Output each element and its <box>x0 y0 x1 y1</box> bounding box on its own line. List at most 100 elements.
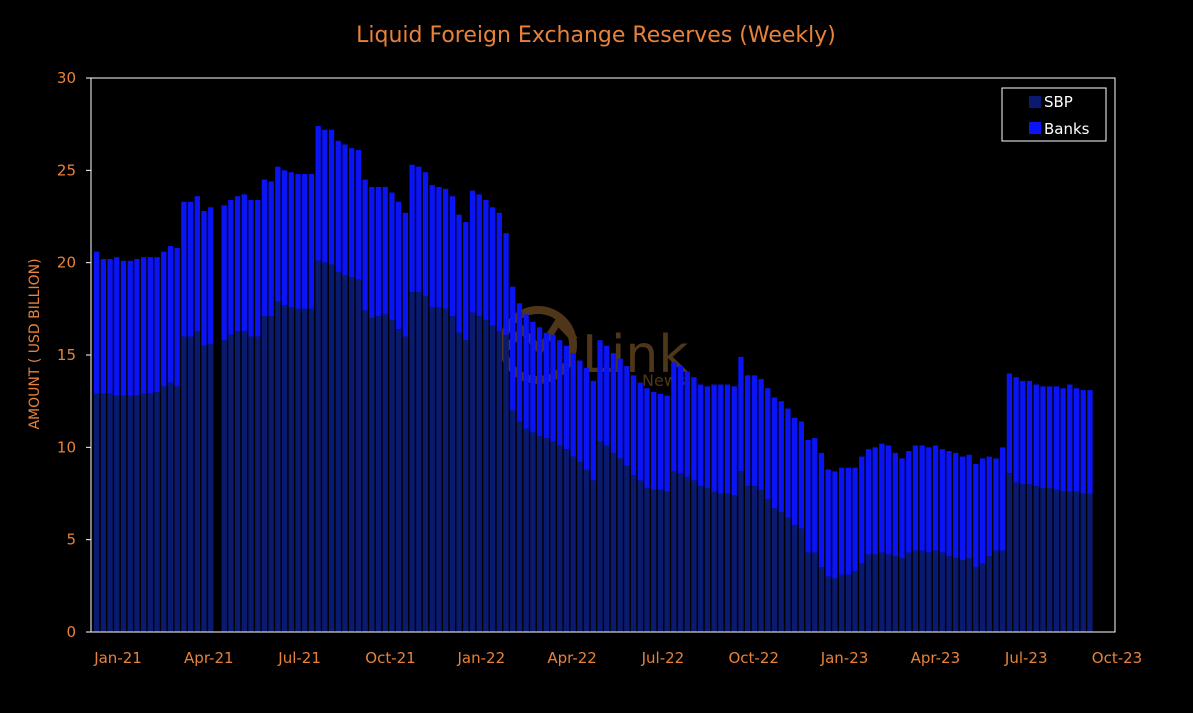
bar-sbp <box>375 316 382 632</box>
bar-sbp <box>738 471 744 632</box>
bar-banks <box>557 340 563 446</box>
y-tick-label: 0 <box>66 623 76 641</box>
bar-sbp <box>268 316 274 632</box>
bar-sbp <box>671 471 677 632</box>
bar-sbp <box>1087 493 1093 632</box>
bar-banks <box>489 207 496 326</box>
bar-sbp <box>154 391 160 632</box>
bar-banks <box>436 186 442 307</box>
y-tick-label: 5 <box>66 531 76 549</box>
y-axis-label: AMOUNT ( USD BILLION) <box>27 258 43 429</box>
bar-banks <box>778 401 784 512</box>
bar-banks <box>805 439 811 553</box>
bar-banks <box>751 375 758 487</box>
bar-sbp <box>852 571 858 632</box>
bar-sbp <box>181 336 187 632</box>
bar-sbp <box>436 306 442 632</box>
bar-sbp <box>684 476 690 632</box>
bar-banks <box>154 257 160 392</box>
bar-banks <box>993 458 999 551</box>
bar-sbp <box>409 292 415 632</box>
bar-sbp <box>1067 491 1073 632</box>
bar-banks <box>510 286 516 411</box>
bar-banks <box>1006 373 1013 474</box>
legend-label-banks: Banks <box>1044 120 1090 138</box>
bar-banks <box>288 172 294 307</box>
bar-sbp <box>765 499 771 632</box>
bar-banks <box>342 144 348 276</box>
bar-sbp <box>369 318 375 632</box>
x-tick-label: Jul-22 <box>641 649 685 667</box>
bar-banks <box>221 205 227 341</box>
bar-banks <box>617 358 623 459</box>
legend-swatch-sbp <box>1029 96 1041 108</box>
bar-sbp <box>127 395 133 632</box>
bar-banks <box>899 458 905 559</box>
bar-sbp <box>731 495 737 632</box>
bar-sbp <box>751 486 758 632</box>
bar-banks <box>187 201 194 337</box>
bar-banks <box>181 201 187 337</box>
x-tick-label: Apr-21 <box>184 649 234 667</box>
bar-banks <box>812 438 818 553</box>
bar-sbp <box>275 301 281 632</box>
legend-label-sbp: SBP <box>1044 93 1073 111</box>
bar-banks <box>953 452 959 559</box>
bar-sbp <box>939 552 945 632</box>
bar-banks <box>322 129 328 263</box>
bar-sbp <box>583 469 590 632</box>
bar-sbp <box>1053 489 1060 632</box>
bar-banks <box>409 164 415 293</box>
bar-sbp <box>281 305 288 632</box>
bar-sbp <box>362 310 368 632</box>
bar-sbp <box>577 462 583 632</box>
bar-banks <box>1020 380 1026 485</box>
x-tick-label: Apr-23 <box>911 649 961 667</box>
bar-sbp <box>234 330 241 632</box>
bar-banks <box>583 367 590 470</box>
bar-banks <box>328 129 335 265</box>
bar-banks <box>255 199 261 337</box>
bar-banks <box>496 212 502 331</box>
bar-sbp <box>187 336 194 632</box>
bar-sbp <box>563 449 570 632</box>
bar-banks <box>791 417 798 525</box>
bar-banks <box>530 321 536 433</box>
bar-banks <box>1033 384 1039 487</box>
bar-sbp <box>1047 487 1053 632</box>
bar-sbp <box>724 493 731 632</box>
bar-sbp <box>845 574 851 632</box>
bar-sbp <box>953 558 959 632</box>
bar-sbp <box>624 465 630 632</box>
bar-sbp <box>530 432 536 632</box>
bar-banks <box>369 186 375 319</box>
legend: SBP Banks <box>1001 87 1107 142</box>
bar-sbp <box>456 332 462 632</box>
bar-banks <box>892 452 898 557</box>
x-tick-label: Oct-23 <box>1092 649 1142 667</box>
bar-banks <box>429 185 435 307</box>
bar-banks <box>818 452 825 568</box>
bar-sbp <box>865 554 872 632</box>
bar-banks <box>698 384 704 487</box>
bar-banks <box>718 384 724 494</box>
bar-banks <box>1047 386 1053 488</box>
bar-sbp <box>986 556 992 632</box>
bar-sbp <box>818 567 825 632</box>
bar-sbp <box>396 329 402 632</box>
bar-sbp <box>1026 484 1033 632</box>
bar-sbp <box>798 528 805 632</box>
bar-sbp <box>906 552 912 632</box>
bar-banks <box>610 353 617 453</box>
bar-sbp <box>248 336 254 632</box>
bar-banks <box>402 212 409 337</box>
bar-banks <box>127 260 133 396</box>
bar-banks <box>563 345 570 450</box>
bar-sbp <box>322 262 328 632</box>
bar-banks <box>630 375 637 476</box>
bar-banks <box>885 445 892 555</box>
bar-sbp <box>778 511 784 632</box>
bar-sbp <box>1060 491 1066 632</box>
bar-banks <box>657 393 664 490</box>
bar-sbp <box>476 316 482 632</box>
